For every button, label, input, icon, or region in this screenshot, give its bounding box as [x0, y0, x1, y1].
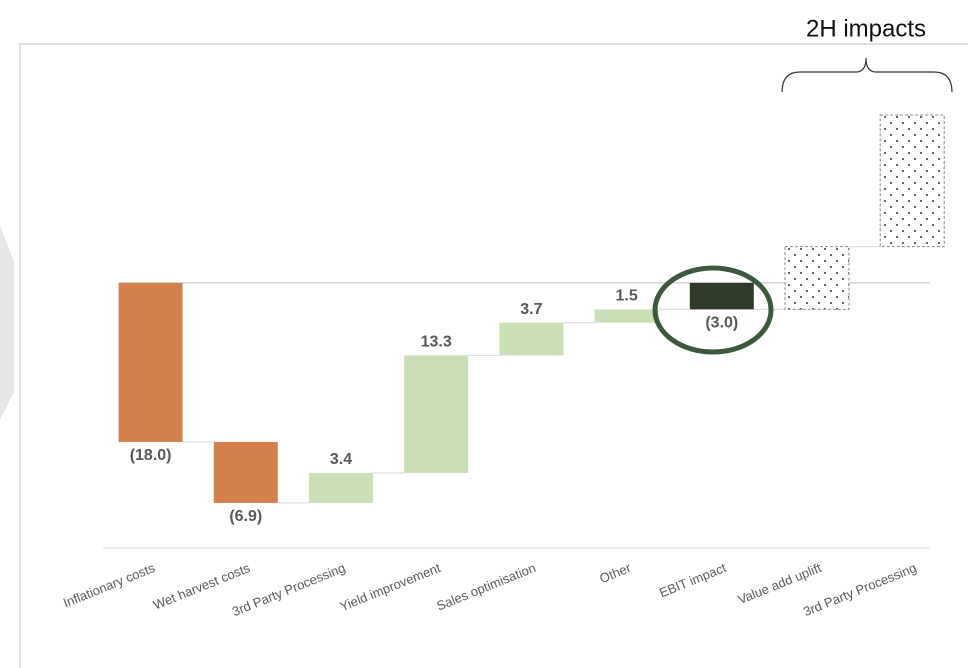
bar	[689, 282, 754, 310]
frame	[19, 43, 968, 668]
bar	[594, 309, 659, 323]
bar	[879, 114, 945, 248]
bar	[213, 441, 278, 503]
bracket	[781, 57, 953, 93]
x-tick-label: EBIT impact	[657, 560, 728, 600]
bar	[118, 282, 183, 442]
x-tick-label: Inflationary costs	[61, 560, 158, 611]
annotation: 2H impacts	[806, 15, 926, 42]
value-label: 3.7	[520, 301, 542, 318]
x-tick-label: Value add uplift	[736, 560, 824, 607]
bar	[309, 472, 373, 503]
value-label: (3.0)	[705, 315, 738, 332]
x-tick-label: Yield improvement	[338, 560, 443, 614]
value-label: 13.3	[421, 334, 452, 351]
bar	[404, 355, 469, 473]
value-label: (18.0)	[130, 447, 172, 464]
x-tick-label: Other	[597, 560, 633, 586]
x-tick-label: Sales optimisation	[434, 560, 537, 613]
value-label: (6.9)	[229, 508, 262, 525]
highlight-ellipse	[652, 265, 774, 355]
bar	[784, 246, 850, 310]
bar	[499, 322, 564, 356]
chevron	[0, 225, 14, 420]
value-label: 1.5	[615, 288, 637, 305]
value-label: 3.4	[330, 451, 352, 468]
